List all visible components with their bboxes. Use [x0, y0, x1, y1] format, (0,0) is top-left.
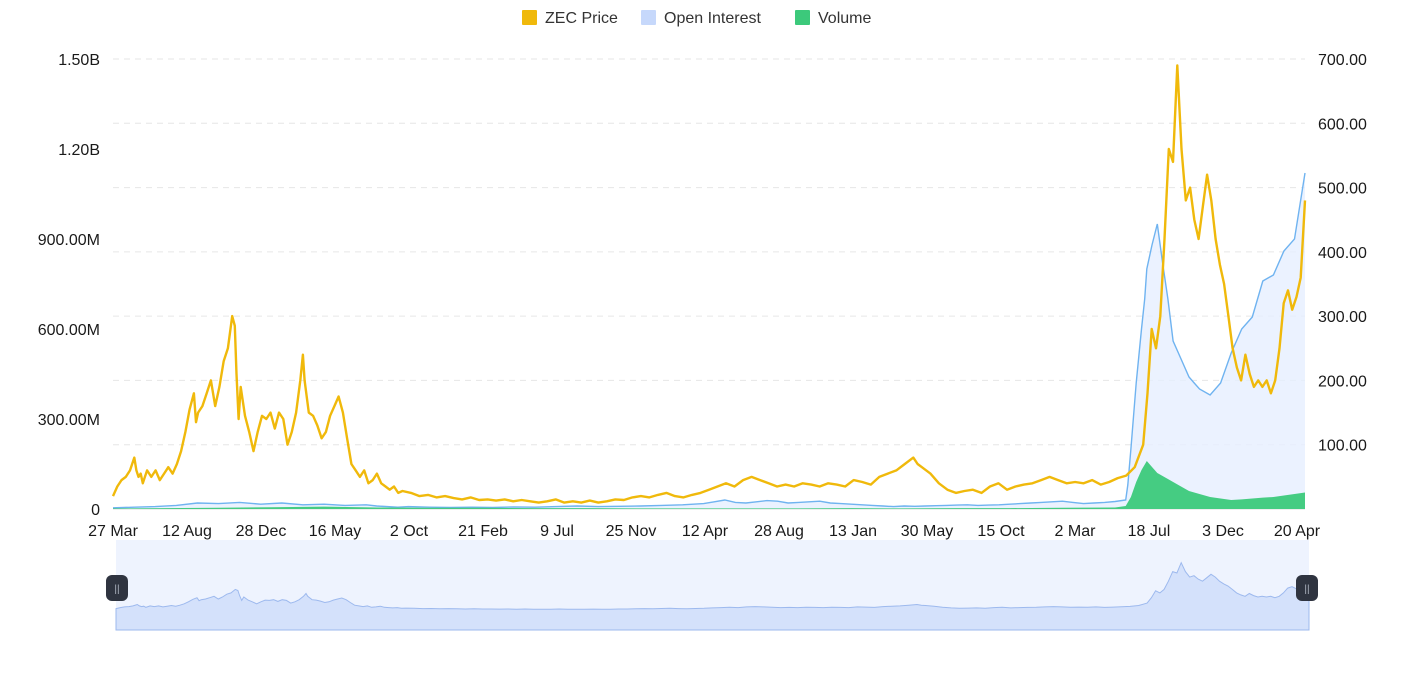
- navigator-handle-left-grip[interactable]: [106, 575, 128, 601]
- right-tick-label: 100.00: [1318, 438, 1367, 455]
- legend-swatch: [641, 10, 656, 25]
- series-volume: [113, 461, 1305, 509]
- right-tick-label: 600.00: [1318, 116, 1367, 133]
- legend-label: Open Interest: [664, 10, 762, 27]
- navigator-series: [115, 561, 1310, 631]
- x-tick-label: 28 Aug: [754, 523, 804, 540]
- price-line: [111, 64, 1307, 504]
- legend-item-1[interactable]: Open Interest: [641, 10, 762, 27]
- legend-label: ZEC Price: [545, 10, 618, 27]
- x-tick-label: 2 Oct: [390, 523, 429, 540]
- series-open-interest: [112, 172, 1306, 509]
- legend-label: Volume: [818, 10, 871, 27]
- navigator-handle-left-glyph: ||: [114, 584, 119, 595]
- right-tick-label: 500.00: [1318, 181, 1367, 198]
- legend-item-0[interactable]: ZEC Price: [522, 10, 618, 27]
- legend-swatch: [522, 10, 537, 25]
- right-tick-label: 200.00: [1318, 373, 1367, 390]
- left-tick-label: 900.00M: [38, 232, 100, 249]
- navigator-handle-left[interactable]: ||: [106, 575, 128, 601]
- right-tick-label: 400.00: [1318, 245, 1367, 262]
- right-tick-label: 700.00: [1318, 52, 1367, 69]
- x-tick-label: 25 Nov: [606, 523, 657, 540]
- left-tick-label: 600.00M: [38, 322, 100, 339]
- volume-area: [113, 461, 1305, 509]
- legend: ZEC Price Open Interest Volume: [522, 10, 871, 27]
- x-tick-label: 2 Mar: [1055, 523, 1097, 540]
- oi-area: [113, 173, 1305, 509]
- left-tick-label: 1.20B: [58, 142, 100, 159]
- x-tick-label: 21 Feb: [458, 523, 508, 540]
- legend-swatch: [795, 10, 810, 25]
- navigator-handle-right-grip[interactable]: [1296, 575, 1318, 601]
- left-tick-label: 1.50B: [58, 52, 100, 69]
- series-zec-price: [111, 64, 1307, 504]
- right-tick-label: 300.00: [1318, 309, 1367, 326]
- x-tick-label: 12 Aug: [162, 523, 212, 540]
- x-tick-label: 18 Jul: [1128, 523, 1171, 540]
- right-axis-ticks: 100.00 200.00 300.00 400.00 500.00 600.00 700.…: [1318, 52, 1367, 455]
- navigator-handle-right[interactable]: ||: [1296, 575, 1318, 601]
- x-tick-label: 27 Mar: [88, 523, 138, 540]
- x-tick-label: 13 Jan: [829, 523, 877, 540]
- x-tick-label: 20 Apr: [1274, 523, 1321, 540]
- navigator-handle-right-glyph: ||: [1304, 584, 1309, 595]
- left-tick-label: 300.00M: [38, 412, 100, 429]
- x-tick-label: 30 May: [901, 523, 953, 540]
- x-axis-ticks: 27 Mar 12 Aug 28 Dec 16 May 2 Oct 21 Feb 9 Jul…: [88, 523, 1321, 540]
- x-tick-label: 12 Apr: [682, 523, 729, 540]
- x-tick-label: 3 Dec: [1202, 523, 1244, 540]
- x-tick-label: 15 Oct: [977, 523, 1025, 540]
- legend-item-2[interactable]: Volume: [795, 10, 871, 27]
- left-axis-ticks: 0 300.00M 600.00M 900.00M 1.20B 1.50B: [38, 52, 100, 519]
- x-tick-label: 28 Dec: [236, 523, 287, 540]
- left-tick-label: 0: [91, 502, 100, 519]
- x-tick-label: 16 May: [309, 523, 361, 540]
- x-tick-label: 9 Jul: [540, 523, 574, 540]
- oi-line: [112, 172, 1306, 509]
- gridlines: [113, 58, 1305, 510]
- range-navigator[interactable]: || ||: [106, 540, 1318, 631]
